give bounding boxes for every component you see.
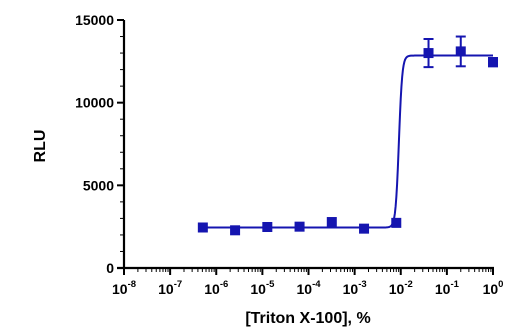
x-tick-label: 10-7 (158, 279, 182, 297)
y-tick-label: 0 (106, 260, 114, 276)
x-tick-label: 10-4 (296, 279, 321, 297)
x-tick-label-exponent: -2 (404, 279, 412, 290)
data-points (197, 35, 498, 236)
x-tick-label-base: 10 (250, 281, 266, 297)
x-tick-label: 10-3 (343, 279, 367, 297)
y-axis-ticks: 0 5000 10000 15000 (75, 12, 124, 276)
fit-curve (202, 54, 493, 229)
x-tick-label-base: 10 (483, 281, 499, 297)
data-point (326, 217, 337, 228)
data-point (262, 221, 273, 232)
x-tick-label-exponent: -6 (220, 279, 228, 290)
x-tick-label-base: 10 (435, 281, 451, 297)
y-axis-title: RLU (32, 130, 49, 163)
y-tick-label: 15000 (75, 12, 114, 28)
x-tick-label-base: 10 (343, 281, 359, 297)
x-tick-label-exponent: -8 (128, 279, 136, 290)
y-tick-label: 5000 (83, 177, 114, 193)
y-tick-label: 10000 (75, 95, 114, 111)
x-tick-label-base: 10 (112, 281, 128, 297)
data-point (294, 221, 305, 232)
x-axis-title: [Triton X-100], % (245, 310, 370, 327)
x-tick-label: 10-5 (250, 279, 275, 297)
data-point (423, 48, 434, 59)
x-tick-label: 10-8 (112, 279, 136, 297)
x-tick-label-exponent: -7 (174, 279, 182, 290)
x-tick-label-exponent: -1 (450, 279, 459, 290)
x-tick-label: 100 (483, 279, 504, 297)
data-point (197, 222, 208, 233)
x-axis-ticks: 10-8 10-7 10-6 10-5 10-4 10-3 10-2 10-1 100 (112, 268, 503, 297)
x-tick-label: 10-6 (204, 279, 228, 297)
x-tick-label: 10-2 (389, 279, 413, 297)
data-point (391, 217, 402, 228)
data-point (230, 225, 241, 236)
x-tick-label-exponent: -4 (312, 279, 321, 290)
x-tick-label-base: 10 (296, 281, 312, 297)
x-tick-label-base: 10 (158, 281, 174, 297)
x-tick-label: 10-1 (435, 279, 460, 297)
x-tick-label-exponent: -5 (266, 279, 275, 290)
x-tick-label-base: 10 (204, 281, 220, 297)
x-tick-label-base: 10 (389, 281, 405, 297)
x-tick-label-exponent: 0 (498, 279, 503, 290)
data-point (359, 223, 370, 234)
x-tick-label-exponent: -3 (358, 279, 366, 290)
data-point (488, 57, 498, 68)
data-point (455, 46, 466, 57)
